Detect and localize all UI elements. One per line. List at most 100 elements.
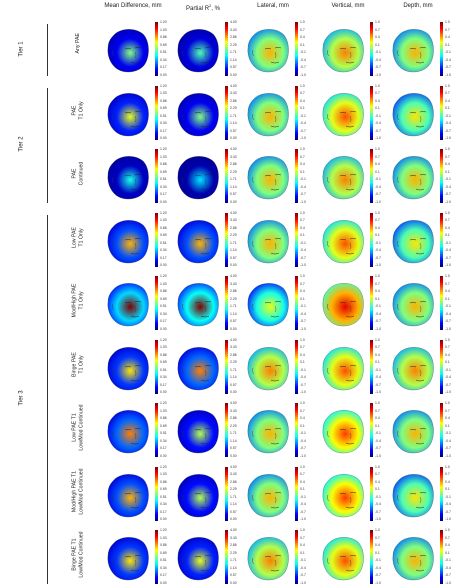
colorbar-tick-label: -0.7 xyxy=(300,382,306,387)
nose-mark xyxy=(274,115,277,122)
colorbar-tick-label: 0.17 xyxy=(160,509,167,514)
face-map-depth xyxy=(392,410,434,454)
colorbar-tick-label: 0.51 xyxy=(160,304,167,308)
face-surface xyxy=(177,346,219,390)
colorbar xyxy=(155,212,158,267)
colorbar-tick-label: -0.7 xyxy=(300,192,306,196)
nose-mark xyxy=(349,496,352,503)
face-map-vert xyxy=(322,29,364,73)
face-surface xyxy=(392,410,434,454)
colorbar-tick-label: 0.57 xyxy=(230,128,237,133)
colorbar xyxy=(370,22,373,76)
colorbar-tick-label: 0.17 xyxy=(160,128,167,133)
colorbar-tick-label: 0.1 xyxy=(375,42,380,47)
eye-mark xyxy=(419,301,427,303)
mouth-mark xyxy=(200,315,210,318)
colorbar-tick-label: 0.69 xyxy=(160,487,167,491)
colorbar-tick-label: -1.0 xyxy=(375,72,381,77)
colorbar-tick-label: 0.69 xyxy=(160,296,167,301)
colorbar-tick-label: 0.1 xyxy=(300,233,305,237)
colorbar-tick-label: 0.00 xyxy=(230,453,237,458)
face-surface xyxy=(322,410,364,454)
colorbar-tick-label: -0.1 xyxy=(375,494,381,499)
row-label: Low PAE T1 Low/Mod Continued xyxy=(72,398,85,458)
colorbar-tick-label: -0.1 xyxy=(375,558,381,562)
colorbar-tick-label: -0.7 xyxy=(445,509,451,514)
colorbar-tick-label: 0.7 xyxy=(445,408,450,413)
colorbar-tick-label: 0.1 xyxy=(300,169,305,174)
mouth-mark xyxy=(200,252,210,254)
colorbar-tick-label: 0.51 xyxy=(160,113,167,118)
column-header-text: Partial R xyxy=(186,6,210,12)
eye-mark xyxy=(134,110,142,112)
colorbar-tick-label: 0.1 xyxy=(375,550,380,555)
eye-mark xyxy=(134,174,142,176)
colorbar-tick-label: -0.7 xyxy=(375,509,381,514)
colorbar-tick-label: 0.57 xyxy=(230,192,237,196)
face-map-depth xyxy=(392,219,434,263)
face-map-mean xyxy=(107,29,149,73)
eye-mark xyxy=(409,302,417,304)
face-surface xyxy=(322,92,364,136)
mouth-mark xyxy=(200,442,210,445)
mouth-mark xyxy=(200,188,210,191)
eye-mark xyxy=(339,429,347,431)
colorbar-tick-label: 0.34 xyxy=(160,311,167,316)
eye-mark xyxy=(419,174,427,176)
colorbar-tick-label: -0.7 xyxy=(375,446,381,450)
ear-mark xyxy=(397,557,400,565)
colorbar-tick-label: 0.1 xyxy=(445,360,450,364)
eye-mark xyxy=(274,555,282,557)
row-label-line: Low/Mod Continued xyxy=(78,467,84,515)
colorbar-tick-label: 0.57 xyxy=(230,319,237,323)
face-map-mean xyxy=(107,473,149,517)
face-surface xyxy=(107,346,149,390)
colorbar-tick-label: 0.1 xyxy=(375,360,380,364)
colorbar-tick-label: 0.1 xyxy=(300,423,305,428)
colorbar-tick-label: -0.1 xyxy=(445,367,451,372)
eye-mark xyxy=(349,491,357,493)
colorbar-tick-label: 0.1 xyxy=(300,550,305,555)
colorbar-tick-label: -1.0 xyxy=(445,263,451,267)
nose-mark xyxy=(204,242,207,249)
colorbar xyxy=(370,530,373,584)
colorbar-tick-label: 3.43 xyxy=(230,27,237,32)
ear-mark xyxy=(397,367,400,374)
eye-mark xyxy=(124,556,132,558)
face-surface xyxy=(392,29,434,73)
ear-mark xyxy=(182,303,185,311)
eye-mark xyxy=(349,555,357,557)
colorbar-tick-label: 1.0 xyxy=(300,274,305,278)
colorbar-tick-label: 4.00 xyxy=(230,20,237,24)
eye-mark xyxy=(419,47,427,49)
nose-mark xyxy=(349,115,352,122)
eye-mark xyxy=(134,555,142,557)
colorbar xyxy=(155,530,158,584)
ear-mark xyxy=(252,240,255,247)
colorbar-tick-label: 0.4 xyxy=(300,98,305,103)
colorbar-tick-label: -1.0 xyxy=(300,72,306,77)
eye-mark xyxy=(124,111,132,113)
mouth-mark xyxy=(130,188,140,191)
colorbar-tick-label: 0.51 xyxy=(160,431,167,435)
colorbar-tick-label: -0.4 xyxy=(300,57,306,62)
mouth-mark xyxy=(345,506,355,508)
mouth-mark xyxy=(200,379,210,381)
colorbar-tick-label: 1.71 xyxy=(230,304,237,308)
eye-mark xyxy=(264,492,272,494)
eye-mark xyxy=(274,47,282,49)
colorbar-tick-label: -0.4 xyxy=(300,121,306,125)
colorbar-tick-label: -0.1 xyxy=(375,431,381,435)
eye-mark xyxy=(124,365,132,367)
colorbar-tick-label: 0.4 xyxy=(445,289,450,293)
face-surface xyxy=(322,346,364,390)
ear-mark xyxy=(327,176,330,184)
colorbar-tick-label: 0.51 xyxy=(160,558,167,562)
ear-mark xyxy=(182,494,185,501)
face-surface xyxy=(177,537,219,581)
face-surface xyxy=(392,156,434,200)
face-map-depth xyxy=(392,537,434,581)
nose-mark xyxy=(419,115,422,122)
ear-mark xyxy=(252,367,255,374)
ear-mark xyxy=(397,240,400,247)
